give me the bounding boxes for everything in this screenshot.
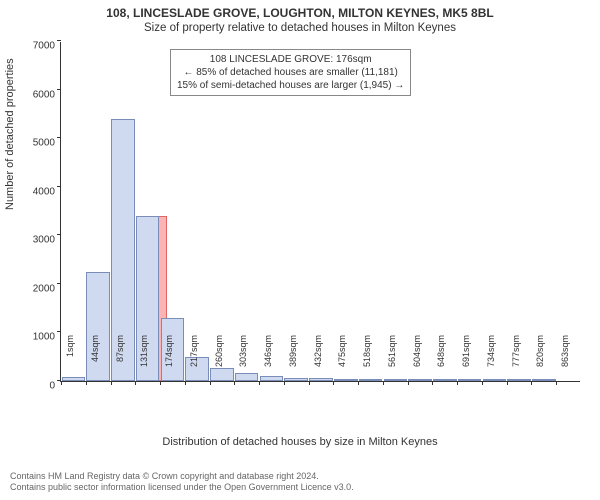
- x-tick-mark: [61, 381, 62, 385]
- y-tick-mark: [57, 331, 61, 332]
- x-tick-mark: [234, 381, 235, 385]
- x-tick-mark: [259, 381, 260, 385]
- footer: Contains HM Land Registry data © Crown c…: [10, 471, 354, 494]
- chart-title: 108, LINCESLADE GROVE, LOUGHTON, MILTON …: [0, 0, 600, 20]
- x-tick-mark: [408, 381, 409, 385]
- x-tick-label: 174sqm: [164, 335, 174, 385]
- x-tick-mark: [284, 381, 285, 385]
- x-tick-label: 1sqm: [65, 335, 75, 385]
- y-tick-mark: [57, 40, 61, 41]
- x-tick-mark: [135, 381, 136, 385]
- annotation-box: 108 LINCESLADE GROVE: 176sqm← 85% of det…: [170, 49, 411, 96]
- x-tick-label: 648sqm: [436, 335, 446, 385]
- y-tick-mark: [57, 137, 61, 138]
- x-tick-label: 561sqm: [387, 335, 397, 385]
- x-tick-label: 475sqm: [337, 335, 347, 385]
- x-tick-mark: [185, 381, 186, 385]
- x-tick-mark: [556, 381, 557, 385]
- x-tick-label: 777sqm: [511, 335, 521, 385]
- x-tick-label: 217sqm: [189, 335, 199, 385]
- x-tick-label: 820sqm: [535, 335, 545, 385]
- y-tick-label: 3000: [21, 235, 61, 246]
- x-tick-mark: [111, 381, 112, 385]
- x-tick-mark: [358, 381, 359, 385]
- x-tick-label: 432sqm: [313, 335, 323, 385]
- y-tick-label: 1000: [21, 332, 61, 343]
- x-tick-label: 303sqm: [238, 335, 248, 385]
- x-tick-label: 734sqm: [486, 335, 496, 385]
- x-tick-label: 604sqm: [412, 335, 422, 385]
- x-tick-mark: [210, 381, 211, 385]
- y-tick-label: 5000: [21, 138, 61, 149]
- y-axis-label: Number of detached properties: [4, 58, 16, 210]
- x-tick-label: 44sqm: [90, 335, 100, 385]
- x-tick-mark: [383, 381, 384, 385]
- y-tick-mark: [57, 234, 61, 235]
- x-tick-label: 518sqm: [362, 335, 372, 385]
- y-tick-mark: [57, 89, 61, 90]
- annotation-line: 15% of semi-detached houses are larger (…: [177, 79, 404, 92]
- x-axis-label: Distribution of detached houses by size …: [0, 436, 600, 448]
- annotation-line: ← 85% of detached houses are smaller (11…: [177, 66, 404, 79]
- x-tick-mark: [531, 381, 532, 385]
- x-tick-label: 691sqm: [461, 335, 471, 385]
- x-tick-label: 863sqm: [560, 335, 570, 385]
- plot-area: 108 LINCESLADE GROVE: 176sqm← 85% of det…: [60, 42, 580, 382]
- x-tick-label: 87sqm: [115, 335, 125, 385]
- x-tick-label: 346sqm: [263, 335, 273, 385]
- y-tick-mark: [57, 283, 61, 284]
- chart-container: 108, LINCESLADE GROVE, LOUGHTON, MILTON …: [0, 0, 600, 500]
- footer-line-1: Contains HM Land Registry data © Crown c…: [10, 471, 354, 483]
- x-tick-label: 131sqm: [139, 335, 149, 385]
- y-tick-label: 6000: [21, 89, 61, 100]
- y-tick-mark: [57, 186, 61, 187]
- y-tick-label: 4000: [21, 186, 61, 197]
- x-tick-mark: [507, 381, 508, 385]
- x-tick-mark: [86, 381, 87, 385]
- x-tick-mark: [333, 381, 334, 385]
- annotation-line: 108 LINCESLADE GROVE: 176sqm: [177, 53, 404, 66]
- x-tick-mark: [432, 381, 433, 385]
- x-tick-label: 260sqm: [214, 335, 224, 385]
- x-tick-mark: [309, 381, 310, 385]
- y-tick-label: 2000: [21, 283, 61, 294]
- footer-line-2: Contains public sector information licen…: [10, 482, 354, 494]
- chart-subtitle: Size of property relative to detached ho…: [0, 20, 600, 34]
- y-tick-label: 0: [21, 381, 61, 392]
- y-tick-label: 7000: [21, 41, 61, 52]
- x-tick-mark: [160, 381, 161, 385]
- x-tick-label: 389sqm: [288, 335, 298, 385]
- x-tick-mark: [457, 381, 458, 385]
- x-tick-mark: [482, 381, 483, 385]
